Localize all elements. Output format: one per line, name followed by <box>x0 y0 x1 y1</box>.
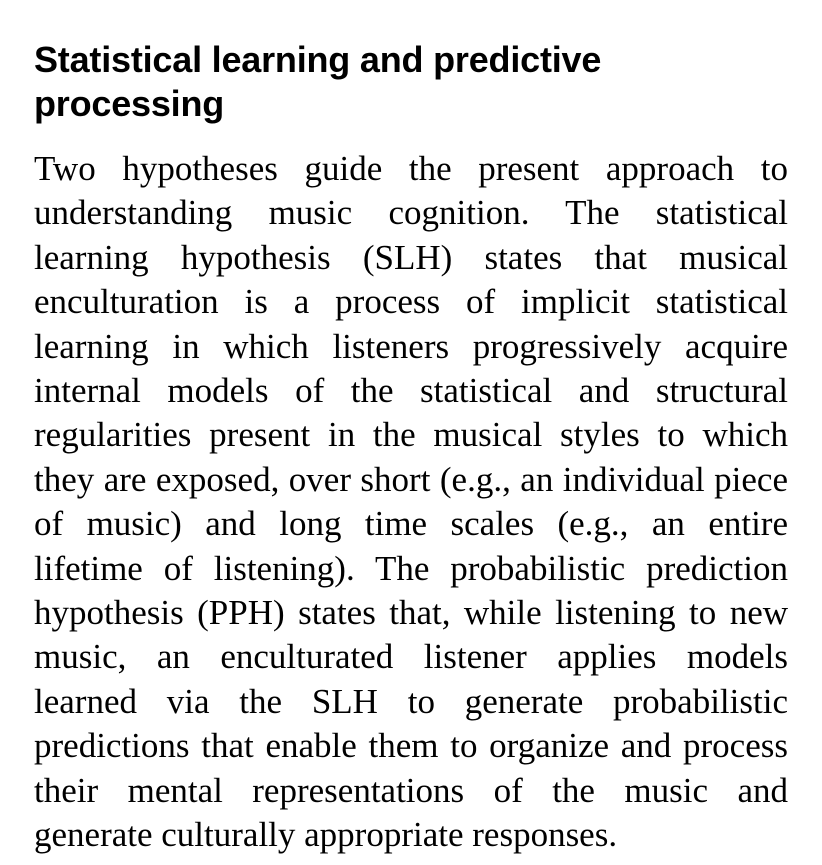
document-page: Statistical learning and predictive proc… <box>34 38 788 858</box>
section-heading: Statistical learning and predictive proc… <box>34 39 602 124</box>
body-paragraph: Two hypotheses guide the present approac… <box>34 149 788 855</box>
